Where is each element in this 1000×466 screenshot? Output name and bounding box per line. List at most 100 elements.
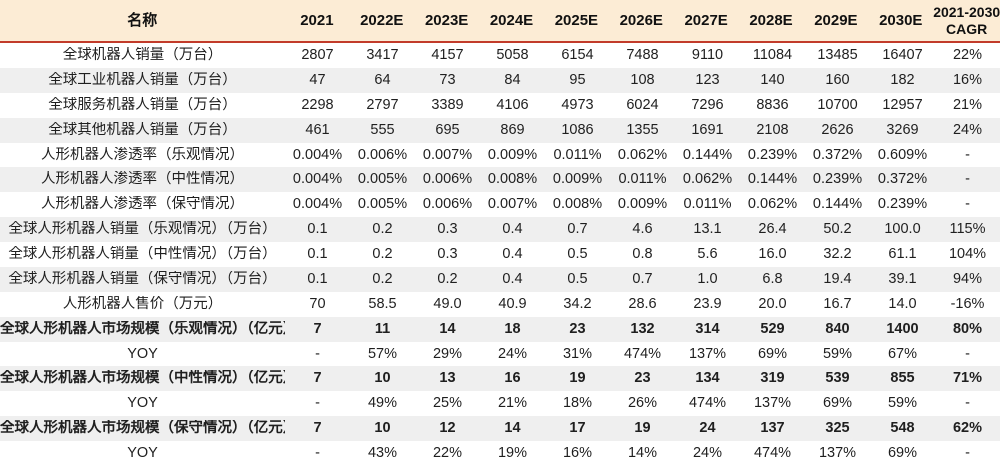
value-cell: 22% (432, 445, 463, 462)
value-cell: 6024 (626, 96, 659, 113)
column-header-2027e: 2027E (684, 11, 728, 29)
value-cell: 474% (623, 345, 662, 362)
value-cell: 0.239% (877, 196, 928, 213)
value-cell: 23 (569, 320, 586, 337)
value-cell: 16 (504, 370, 521, 387)
value-cell: 31% (562, 345, 593, 362)
value-cell: 0.4 (502, 270, 523, 287)
value-cell: 0.144% (747, 171, 798, 188)
value-cell: 0.2 (372, 246, 393, 263)
column-header-2025e: 2025E (554, 11, 599, 29)
value-cell: 325 (825, 420, 850, 437)
row-label: 人形机器人渗透率（乐观情况） (41, 146, 244, 163)
value-cell: 7 (313, 420, 322, 437)
value-cell: 64 (374, 71, 391, 88)
value-cell: 0.005% (357, 196, 408, 213)
cagr-cell: 22% (952, 47, 983, 64)
value-cell: 32.2 (823, 246, 852, 263)
row-label: 人形机器人渗透率（中性情况） (41, 171, 244, 188)
value-cell: 69% (757, 345, 788, 362)
value-cell: 19% (497, 445, 528, 462)
value-cell: 0.011% (683, 196, 732, 213)
value-cell: 0.609% (877, 146, 928, 163)
value-cell: 0.005% (357, 171, 408, 188)
cagr-cell: - (965, 171, 970, 188)
value-cell: 18 (504, 320, 521, 337)
value-cell: 4106 (496, 96, 529, 113)
value-cell: 0.062% (682, 171, 733, 188)
row-label: 全球人形机器人销量（中性情况）（万台） (8, 246, 277, 263)
value-cell: 0.009% (487, 146, 538, 163)
value-cell: 5058 (496, 47, 529, 64)
value-cell: 70 (309, 295, 326, 312)
value-cell: 10700 (817, 96, 858, 113)
value-cell: 58.5 (368, 295, 397, 312)
table-row: 全球人形机器人销量（保守情况）（万台） 0.1 0.2 0.2 0.4 0.5 0.7 1.0… (0, 266, 1000, 292)
value-cell: 0.4 (502, 246, 523, 263)
column-header-cagr: 2021-2030 CAGR (933, 4, 1000, 36)
value-cell: 67% (887, 345, 918, 362)
value-cell: 0.1 (307, 221, 328, 238)
value-cell: 3389 (431, 96, 464, 113)
table-row: 全球服务机器人销量（万台） 2298 2797 3389 4106 4973 6024 729… (0, 92, 1000, 118)
value-cell: 548 (890, 420, 915, 437)
value-cell: - (315, 395, 320, 412)
value-cell: 529 (760, 320, 785, 337)
value-cell: 3269 (886, 121, 919, 138)
cagr-cell: - (965, 196, 970, 213)
value-cell: 40.9 (498, 295, 527, 312)
column-header-2024e: 2024E (489, 11, 534, 29)
row-label: 全球服务机器人销量（万台） (48, 96, 237, 113)
value-cell: 16.7 (823, 295, 852, 312)
value-cell: 2626 (821, 121, 854, 138)
value-cell: 13485 (817, 47, 858, 64)
row-label: 全球机器人销量（万台） (62, 47, 223, 64)
value-cell: 555 (370, 121, 395, 138)
value-cell: 0.372% (877, 171, 928, 188)
value-cell: 0.011% (618, 171, 667, 188)
value-cell: 869 (500, 121, 525, 138)
column-header-2028e: 2028E (749, 11, 793, 29)
value-cell: 8836 (756, 96, 789, 113)
value-cell: 61.1 (888, 246, 917, 263)
value-cell: 0.3 (437, 221, 458, 238)
row-label: YOY (127, 445, 158, 462)
value-cell: 461 (305, 121, 330, 138)
value-cell: 14.0 (888, 295, 917, 312)
value-cell: 9110 (691, 47, 724, 64)
value-cell: 14% (627, 445, 658, 462)
cagr-cell: 94% (952, 270, 983, 287)
table-row: 人形机器人渗透率（保守情况） 0.004% 0.005% 0.006% 0.007% 0.… (0, 192, 1000, 218)
value-cell: 0.239% (747, 146, 798, 163)
value-cell: 4973 (561, 96, 594, 113)
table-row: 全球人形机器人市场规模（保守情况）（亿元） 7 10 12 14 17 19 24 137 325… (0, 416, 1000, 441)
value-cell: 2807 (301, 47, 334, 64)
value-cell: 0.007% (422, 146, 473, 163)
value-cell: 0.062% (617, 146, 668, 163)
cagr-cell: -16% (950, 295, 985, 312)
column-header-2026e: 2026E (619, 11, 663, 29)
cagr-header-line1: 2021-2030 (933, 4, 1000, 21)
value-cell: 14 (504, 420, 521, 437)
cagr-cell: 21% (952, 96, 983, 113)
table-row: 全球人形机器人市场规模（中性情况）（亿元） 7 10 13 16 19 23 134 319 53… (0, 366, 1000, 392)
value-cell: 182 (890, 71, 915, 88)
value-cell: 23 (634, 370, 651, 387)
value-cell: 29% (432, 345, 463, 362)
value-cell: 137% (688, 345, 727, 362)
column-header-2021: 2021 (300, 11, 334, 29)
value-cell: 16% (562, 445, 593, 462)
row-label: 全球人形机器人销量（保守情况）（万台） (8, 270, 277, 287)
value-cell: 855 (890, 370, 915, 387)
value-cell: - (315, 345, 320, 362)
table-row: 人形机器人渗透率（乐观情况） 0.004% 0.006% 0.007% 0.009% 0.… (0, 142, 1000, 168)
value-cell: 19 (569, 370, 586, 387)
column-header-2030e: 2030E (879, 11, 923, 29)
value-cell: 0.372% (812, 146, 863, 163)
value-cell: 84 (504, 71, 521, 88)
value-cell: 17 (569, 420, 586, 437)
table-row: 全球人形机器人销量（乐观情况）（万台） 0.1 0.2 0.3 0.4 0.7 4.6 13.… (0, 217, 1000, 242)
cagr-cell: - (965, 146, 970, 163)
value-cell: 24% (692, 445, 723, 462)
